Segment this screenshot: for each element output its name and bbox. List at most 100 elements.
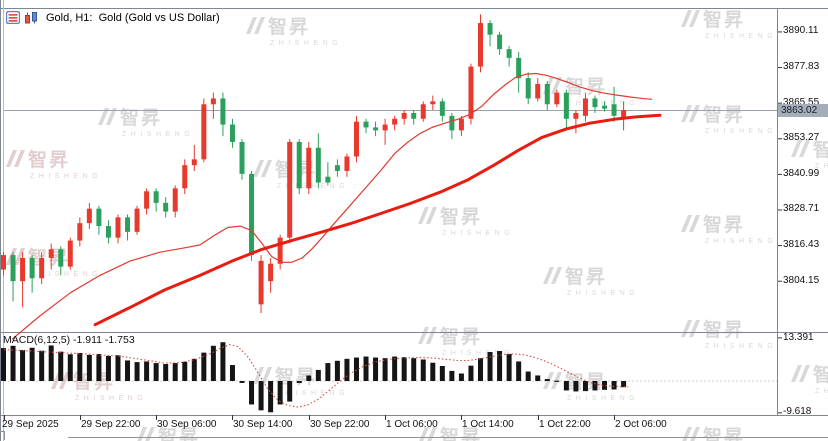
candle-body — [296, 141, 302, 189]
market-watch-icon[interactable] — [6, 11, 20, 24]
macd-bar — [611, 381, 617, 390]
ma-slow-line — [93, 113, 662, 327]
macd-bar — [602, 381, 608, 390]
zhisheng-logo-icon — [681, 10, 700, 27]
ma-fast-line — [11, 72, 653, 340]
candle-body — [229, 124, 235, 142]
macd-bar — [373, 357, 379, 381]
macd-bar — [287, 381, 293, 402]
candle-body — [525, 78, 531, 99]
macd-bar — [420, 359, 426, 381]
candle-body — [573, 112, 579, 119]
zhisheng-logo-icon — [791, 365, 810, 382]
macd-bar — [621, 381, 627, 388]
macd-bar — [220, 342, 226, 381]
macd-bar — [201, 352, 207, 381]
zhisheng-logo-icon — [543, 267, 562, 284]
candle-body — [449, 115, 455, 131]
candle-body — [144, 191, 150, 209]
macd-bar — [506, 353, 512, 381]
candle-body — [77, 223, 83, 241]
candle-body — [58, 249, 64, 267]
candle-body — [29, 257, 35, 279]
time-axis-label: 29 Sep 22:00 — [81, 419, 141, 430]
new-chart-icon[interactable] — [24, 11, 39, 24]
macd-bar — [58, 351, 64, 381]
candle-body — [287, 141, 293, 238]
macd-bar — [334, 360, 340, 381]
candle-body — [325, 176, 331, 183]
macd-bar — [439, 366, 445, 381]
macd-bar — [468, 365, 474, 381]
macd-bar — [382, 358, 388, 381]
macd-histogram — [1, 342, 627, 413]
candle-body — [392, 118, 398, 125]
macd-bar — [487, 351, 493, 381]
candle-body — [544, 83, 550, 105]
candle-body — [516, 57, 522, 79]
candle-body — [48, 249, 54, 258]
macd-bar — [144, 361, 150, 381]
price-axis[interactable]: 3890.11 3877.83 3865.55 3853.27 3840.99 3828.… — [778, 8, 828, 415]
macd-bar — [592, 381, 598, 391]
candle-body — [420, 104, 426, 119]
time-axis[interactable]: 29 Sep 2025 29 Sep 22:00 30 Sep 06:00 30 Se… — [0, 415, 828, 437]
macd-bar — [344, 358, 350, 381]
macd-bar — [268, 381, 274, 413]
macd-bar — [392, 356, 398, 381]
macd-bar — [182, 361, 188, 381]
macd-bar — [449, 370, 455, 381]
candle-body — [172, 188, 178, 212]
macd-axis-min-label: -9.618 — [783, 406, 812, 417]
macd-bar — [115, 355, 121, 381]
time-axis-label: 29 Sep 2025 — [2, 419, 59, 430]
macd-bar — [249, 381, 255, 405]
macd-bar — [67, 354, 73, 381]
window-left-border-inner — [3, 0, 4, 441]
macd-bar — [411, 358, 417, 381]
candle-body — [125, 217, 131, 232]
zhisheng-logo-icon — [681, 215, 700, 232]
candle-body — [621, 110, 627, 119]
candle-body — [582, 98, 588, 116]
candle-body — [105, 226, 111, 238]
macd-bar — [172, 363, 178, 381]
scrollbar-left-cap — [0, 431, 5, 440]
macd-bar — [20, 350, 26, 381]
candle-body — [239, 141, 245, 174]
price-axis-label: 3877.83 — [783, 61, 820, 73]
candle-body — [96, 208, 102, 227]
window-left-border — [0, 0, 1, 441]
candle-body — [554, 92, 560, 105]
price-axis-label: 3840.99 — [783, 167, 820, 179]
macd-axis-max-label: 13.391 — [783, 332, 814, 343]
candle-body — [115, 217, 121, 238]
macd-bar — [516, 361, 522, 381]
horizontal-scrollbar[interactable] — [68, 437, 828, 438]
macd-bar — [535, 375, 541, 381]
candle-body — [344, 156, 350, 171]
candle-body — [506, 49, 512, 58]
candle-body — [611, 104, 617, 116]
time-axis-label: 1 Oct 14:00 — [462, 419, 514, 430]
macd-bar — [258, 381, 264, 411]
macd-bar — [544, 379, 550, 381]
candles-layer — [1, 14, 627, 314]
candle-body — [430, 101, 436, 105]
candle-body — [478, 23, 483, 67]
macd-bar — [353, 357, 359, 381]
macd-bar — [401, 357, 407, 381]
price-axis-label: 3890.11 — [783, 25, 819, 37]
candle-body — [134, 208, 140, 232]
candle-body — [191, 159, 197, 166]
candle-body — [277, 237, 283, 264]
time-axis-label: 30 Sep 14:00 — [233, 419, 293, 430]
candle-body — [563, 92, 569, 119]
current-price-badge: 3863.02 — [778, 104, 828, 117]
